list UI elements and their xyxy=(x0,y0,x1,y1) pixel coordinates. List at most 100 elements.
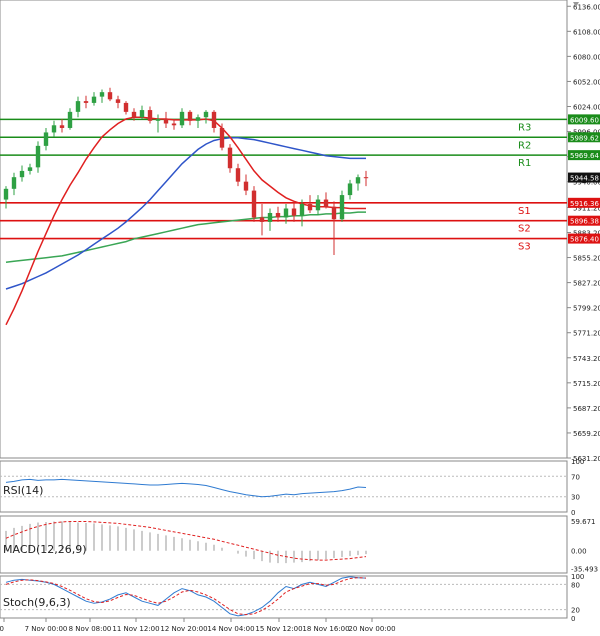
pivot-price-tag-text: 5989.62 xyxy=(570,134,599,142)
candle-body xyxy=(347,183,353,196)
candle-body xyxy=(331,206,337,220)
candle-body xyxy=(283,208,289,218)
candle-body xyxy=(51,125,57,133)
candle-body xyxy=(115,99,121,103)
stoch-signal-line xyxy=(5,577,367,616)
candle-body xyxy=(259,217,265,222)
price-tick-label: 5883.20 xyxy=(573,229,600,237)
candle-body xyxy=(315,199,321,211)
price-tick-label: 6052.00 xyxy=(573,78,600,86)
panel-frame-stoch xyxy=(0,575,568,619)
price-tick-label: 5911.20 xyxy=(573,204,600,212)
pivot-label-r1: R1 xyxy=(518,158,531,169)
pivot-price-tag-text: 6009.60 xyxy=(570,116,599,124)
stoch-title: Stoch(9,6,3) xyxy=(3,596,71,609)
candle-body xyxy=(35,145,41,168)
pivot-price-tag-text: 5969.64 xyxy=(570,152,599,160)
candle-body xyxy=(27,167,33,171)
candle-body xyxy=(163,119,169,124)
pivot-price-tag-s2 xyxy=(568,215,600,226)
candle-body xyxy=(187,111,193,121)
pivot-price-tag-s1 xyxy=(568,197,600,208)
candle-body xyxy=(19,170,25,178)
time-tick-label: 6 Nov 16:00 xyxy=(0,625,4,633)
candle-body xyxy=(219,127,225,148)
candle-body xyxy=(203,111,209,118)
candle-body xyxy=(363,177,369,179)
time-tick-label: 18 Nov 16:00 xyxy=(302,625,349,633)
stoch-tick-label: 20 xyxy=(571,607,580,615)
time-tick-label: 14 Nov 04:00 xyxy=(207,625,254,633)
time-tick-label: 15 Nov 12:00 xyxy=(255,625,302,633)
pivot-label-r3: R3 xyxy=(518,122,531,133)
candle-body xyxy=(3,188,9,200)
candle-body xyxy=(123,102,129,112)
candle-body xyxy=(139,110,145,118)
price-tick-label: 5771.20 xyxy=(573,330,600,338)
candle-body xyxy=(291,208,297,216)
pivot-price-tag-r1 xyxy=(568,150,600,161)
candle-body xyxy=(339,195,345,220)
rsi-tick-label: 30 xyxy=(571,494,580,502)
candle-body xyxy=(155,119,161,121)
candle-body xyxy=(43,132,49,146)
rsi-tick-label: 100 xyxy=(571,458,584,466)
candle-body xyxy=(251,190,257,218)
pivot-price-tag-s3 xyxy=(568,233,600,244)
candle-body xyxy=(235,168,241,182)
ma-green-line xyxy=(5,211,366,263)
candle-body xyxy=(267,212,273,222)
rsi-tick-label: 70 xyxy=(571,473,580,481)
candle-body xyxy=(11,177,17,189)
price-tick-label: 6080.00 xyxy=(573,53,600,61)
candle-body xyxy=(131,111,137,118)
ma-blue-line xyxy=(5,137,366,290)
last-price-tag xyxy=(568,172,600,183)
candle-body xyxy=(147,110,153,121)
pivot-price-tag-text: 5896.38 xyxy=(570,218,599,226)
macd-tick-label: -35.493 xyxy=(571,565,598,573)
pivot-price-tag-text: 5876.40 xyxy=(570,236,599,244)
candle-body xyxy=(195,117,201,121)
candle-body xyxy=(211,111,217,128)
candle-body xyxy=(323,199,329,207)
price-tick-label: 5743.20 xyxy=(573,355,600,363)
price-tick-label: 5940.00 xyxy=(573,179,600,187)
candle-body xyxy=(59,125,65,128)
ma-red-line xyxy=(5,116,366,326)
price-tick-label: 5855.20 xyxy=(573,255,600,263)
candle-body xyxy=(91,96,97,103)
candle-body xyxy=(227,147,233,169)
candle-body xyxy=(107,92,113,100)
pivot-label-s2: S2 xyxy=(518,224,531,235)
macd-signal-line xyxy=(5,521,367,561)
stoch-tick-label: 100 xyxy=(571,573,584,581)
candle-body xyxy=(99,92,105,97)
last-price-text: 5944.58 xyxy=(570,175,599,183)
candle-body xyxy=(299,204,305,216)
macd-tick-label: 59.671 xyxy=(571,518,596,526)
candle-body xyxy=(243,181,249,191)
candle-body xyxy=(179,111,185,126)
price-tick-label: 5799.20 xyxy=(573,305,600,313)
stoch-main-line xyxy=(5,576,367,617)
price-tick-label: 5715.20 xyxy=(573,380,600,388)
time-tick-label: 12 Nov 20:00 xyxy=(160,625,207,633)
price-tick-label: 5827.20 xyxy=(573,280,600,288)
pivot-label-r2: R2 xyxy=(518,140,531,151)
panel-frame-rsi xyxy=(0,460,568,513)
pivot-label-s3: S3 xyxy=(518,242,531,253)
pivot-price-tag-r2 xyxy=(568,132,600,143)
candle-body xyxy=(75,101,81,112)
scroll-up-icon[interactable] xyxy=(573,2,579,7)
pivot-label-s1: S1 xyxy=(518,206,531,217)
time-tick-label: 20 Nov 00:00 xyxy=(348,625,395,633)
rsi-title: RSI(14) xyxy=(3,484,43,497)
candle-body xyxy=(83,101,89,103)
candle-body xyxy=(67,111,73,128)
macd-title: MACD(12,26,9) xyxy=(3,543,87,556)
time-tick-label: 11 Nov 12:00 xyxy=(112,625,159,633)
time-tick-label: 7 Nov 00:00 xyxy=(25,625,68,633)
candle-body xyxy=(355,177,361,184)
